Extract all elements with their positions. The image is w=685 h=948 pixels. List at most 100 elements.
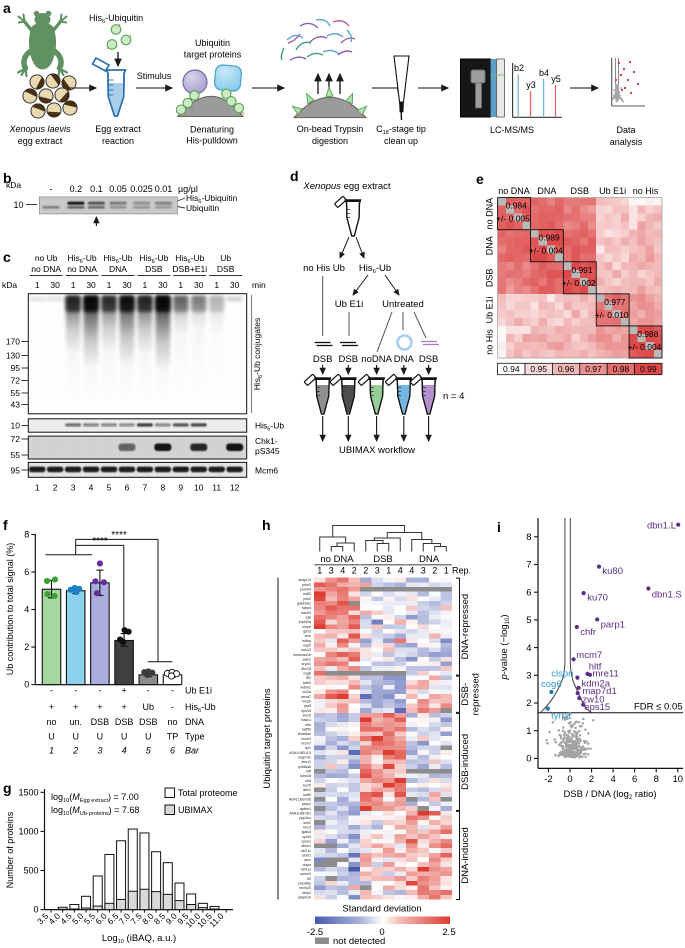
svg-text:1: 1 xyxy=(386,566,391,576)
svg-text:U: U xyxy=(72,732,79,742)
svg-text:10: 10 xyxy=(13,200,23,210)
svg-text:DSB-: DSB- xyxy=(460,683,471,706)
svg-text:pdcd6ip: pdcd6ip xyxy=(298,881,311,885)
svg-text:rad50: rad50 xyxy=(302,728,311,732)
svg-text:Ub E1i: Ub E1i xyxy=(485,296,495,323)
svg-text:1: 1 xyxy=(214,280,219,290)
svg-text:Ub E1i: Ub E1i xyxy=(599,186,626,196)
svg-text:rps6ka6: rps6ka6 xyxy=(298,765,311,769)
svg-text:1: 1 xyxy=(107,280,112,290)
svg-text:95: 95 xyxy=(11,363,21,373)
svg-text:DSB: DSB xyxy=(115,717,134,727)
svg-text:herp4: herp4 xyxy=(302,891,311,895)
svg-text:4: 4 xyxy=(24,605,29,615)
svg-text:0: 0 xyxy=(567,774,572,785)
svg-text:DSB / DNA (log2 ratio): DSB / DNA (log2 ratio) xyxy=(563,789,656,801)
svg-text:6: 6 xyxy=(24,567,29,577)
svg-text:clspn: clspn xyxy=(551,668,573,679)
svg-text:130: 130 xyxy=(6,351,20,361)
svg-text:****: **** xyxy=(111,530,127,541)
svg-text:8: 8 xyxy=(160,483,165,493)
svg-text:3: 3 xyxy=(421,566,426,576)
svg-text:kdm2a: kdm2a xyxy=(300,774,311,778)
svg-text:2: 2 xyxy=(432,566,437,576)
svg-text:hltf: hltf xyxy=(306,770,311,774)
svg-text:b4: b4 xyxy=(539,68,549,78)
svg-text:His6-Ub: His6-Ub xyxy=(103,253,132,265)
svg-text:napb: napb xyxy=(303,644,311,648)
svg-text:cog6: cog6 xyxy=(303,672,311,676)
svg-text:mcm7: mcm7 xyxy=(576,650,602,661)
svg-text:6: 6 xyxy=(526,587,531,598)
svg-text:tif2: tif2 xyxy=(306,676,311,680)
svg-text:5: 5 xyxy=(146,746,152,756)
svg-text:****: **** xyxy=(92,536,108,547)
svg-text:parp1: parp1 xyxy=(302,802,311,806)
svg-text:7: 7 xyxy=(143,483,148,493)
svg-text:-: - xyxy=(147,686,150,696)
svg-text:DSB: DSB xyxy=(485,269,495,288)
svg-text:cpne1: cpne1 xyxy=(301,839,311,843)
svg-text:Type: Type xyxy=(185,732,205,742)
svg-text:cog6: cog6 xyxy=(541,679,562,690)
svg-text:p-value (−log10): p-value (−log10) xyxy=(499,614,511,680)
svg-text:wrn2: wrn2 xyxy=(303,821,311,825)
svg-text:-: - xyxy=(50,184,53,194)
svg-text:30: 30 xyxy=(122,280,132,290)
svg-text:b: b xyxy=(3,170,12,186)
svg-text:UBIMAX workflow: UBIMAX workflow xyxy=(339,445,415,456)
svg-text:e: e xyxy=(476,171,484,187)
svg-text:snu13: snu13 xyxy=(301,648,311,652)
svg-text:His6-Ub: His6-Ub xyxy=(185,702,216,714)
svg-text:h: h xyxy=(262,517,271,533)
svg-text:0.94: 0.94 xyxy=(503,364,520,374)
svg-text:repressed: repressed xyxy=(471,673,482,715)
svg-text:8: 8 xyxy=(24,529,29,539)
svg-text:acrc: acrc xyxy=(304,858,311,862)
svg-text:wdhd1: wdhd1 xyxy=(300,686,311,690)
svg-text:ku80: ku80 xyxy=(602,566,623,577)
svg-text:stub1: stub1 xyxy=(302,853,311,857)
svg-text:zw10: zw10 xyxy=(582,694,604,705)
svg-text:kdm2a: kdm2a xyxy=(582,678,611,689)
svg-text:1: 1 xyxy=(49,746,54,756)
svg-text:10: 10 xyxy=(11,421,21,431)
svg-text:DSB: DSB xyxy=(339,354,359,365)
svg-text:Mcm6: Mcm6 xyxy=(255,466,278,476)
svg-text:A0A1L8EUL0: A0A1L8EUL0 xyxy=(289,751,311,755)
svg-text:DSB: DSB xyxy=(313,354,333,365)
svg-text:not detected: not detected xyxy=(333,936,385,947)
svg-text:DNA: DNA xyxy=(485,236,495,255)
svg-text:2: 2 xyxy=(24,642,29,652)
svg-text:DSB: DSB xyxy=(571,186,590,196)
svg-text:no His Ub: no His Ub xyxy=(303,263,345,274)
svg-text:reaction: reaction xyxy=(102,136,134,146)
svg-text:9: 9 xyxy=(178,483,183,493)
svg-text:4: 4 xyxy=(526,643,531,654)
svg-text:1: 1 xyxy=(71,280,76,290)
svg-text:Total proteome: Total proteome xyxy=(178,788,238,798)
svg-text:mcm7: mcm7 xyxy=(301,742,311,746)
svg-text:6: 6 xyxy=(170,746,175,756)
svg-text:nbn: nbn xyxy=(305,723,311,727)
svg-text:eps15: eps15 xyxy=(584,702,610,713)
svg-text:adam10: adam10 xyxy=(298,895,311,899)
svg-text:tmc3: tmc3 xyxy=(303,826,311,830)
svg-text:no DNA: no DNA xyxy=(67,264,97,274)
svg-text:43: 43 xyxy=(11,400,21,410)
svg-text:4: 4 xyxy=(122,746,127,756)
svg-text:30: 30 xyxy=(158,280,168,290)
svg-text:12: 12 xyxy=(230,483,240,493)
svg-text:+: + xyxy=(97,702,102,712)
svg-text:30: 30 xyxy=(230,280,240,290)
svg-text:log10(MUb-proteins) = 7.68: log10(MUb-proteins) = 7.68 xyxy=(51,805,139,817)
svg-text:dhx15: dhx15 xyxy=(301,667,311,671)
svg-text:+: + xyxy=(49,702,54,712)
svg-text:DSB-induced: DSB-induced xyxy=(460,734,471,790)
svg-text:no His: no His xyxy=(485,329,495,355)
svg-text:95: 95 xyxy=(11,466,21,476)
svg-text:Egg extract: Egg extract xyxy=(95,124,141,134)
svg-text:Ub contribution to total signa: Ub contribution to total signal (%) xyxy=(5,543,15,676)
svg-text:0.988: 0.988 xyxy=(637,329,659,339)
svg-text:FDR ≤ 0.05: FDR ≤ 0.05 xyxy=(634,702,683,713)
